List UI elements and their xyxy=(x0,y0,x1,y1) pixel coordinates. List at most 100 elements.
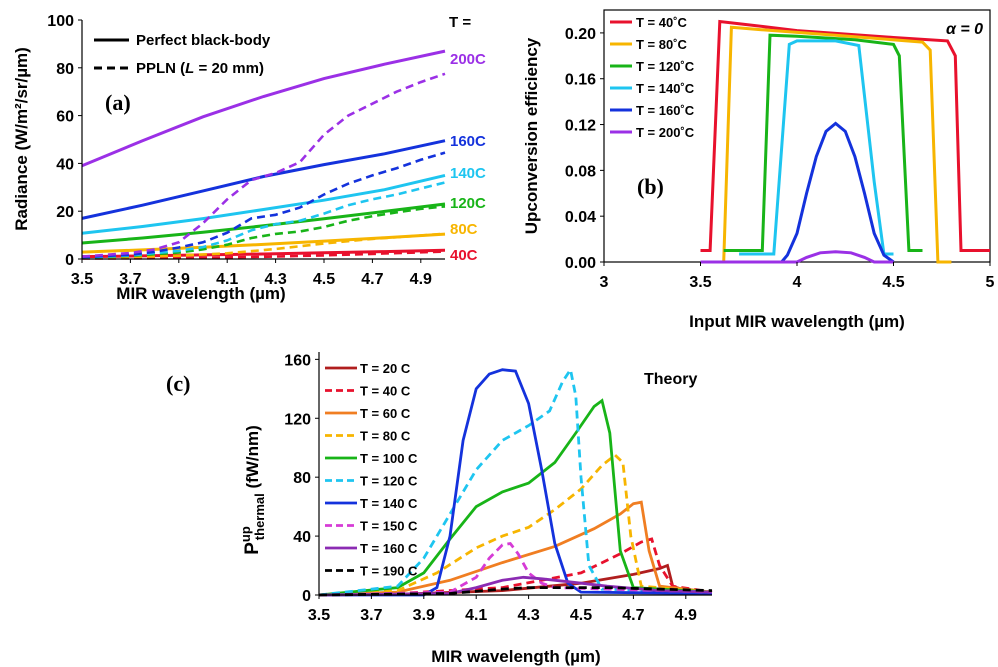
panel-c-line xyxy=(318,541,713,597)
panel-b-line xyxy=(780,121,895,264)
panel-b-label: (b) xyxy=(637,174,664,199)
panel-c-legend-label: T = 40 C xyxy=(360,384,411,399)
panel-a-temp-label-120C: 120C xyxy=(450,195,486,212)
panel-b-x-tick-label: 3 xyxy=(600,274,609,291)
panel-a-line-120C-ppln xyxy=(81,205,446,259)
panel-b-legend: T = 40˚C T = 80˚C T = 120˚C T = 140˚C T = 16… xyxy=(610,15,695,140)
panel-b-legend-label: T = 120˚C xyxy=(636,59,695,74)
panel-a-line-40C-ppln xyxy=(81,250,446,260)
panel-b-y-tick-label: 0.16 xyxy=(565,72,596,89)
panel-c-x-tick-label: 4.1 xyxy=(465,607,487,624)
panel-c-legend-label: T = 120 C xyxy=(360,474,418,489)
panel-b-y-tick-label: 0.20 xyxy=(565,26,596,43)
panel-a-line-160C-ppln xyxy=(81,151,446,259)
panel-b-line xyxy=(739,39,894,256)
panel-a-y-tick-label: 60 xyxy=(56,109,74,126)
panel-c-x-tick-label: 4.5 xyxy=(570,607,592,624)
panel-c-legend-label: T = 20 C xyxy=(360,361,411,376)
panel-a: 3.5 3.7 3.9 4.1 4.3 4.5 4.7 4.9 0 20 40 60 80 100 (a)… xyxy=(12,13,486,303)
panel-a-x-tick-label: 3.5 xyxy=(71,271,93,288)
panel-b-legend-label: T = 160˚C xyxy=(636,103,695,118)
panel-c-legend-label: T = 80 C xyxy=(360,429,411,444)
panel-a-label: (a) xyxy=(105,90,131,115)
panel-c-legend-label: T = 160 C xyxy=(360,541,418,556)
panel-c-line xyxy=(318,398,713,597)
panel-b-legend-label: T = 140˚C xyxy=(636,81,695,96)
panel-c-legend: T = 20 C T = 40 C T = 60 C T = 80 C T = 100 … xyxy=(325,361,418,579)
panel-c-x-tick-label: 3.7 xyxy=(360,607,382,624)
panel-c-x-axis-label: MIR wavelength (µm) xyxy=(431,647,600,666)
legend-solid-label: Perfect black-body xyxy=(136,32,271,49)
panel-b-x-tick-label: 4 xyxy=(793,274,802,291)
panel-a-temp-label-160C: 160C xyxy=(450,133,486,150)
panel-b-alpha-annotation: α = 0 xyxy=(946,21,983,38)
panel-a-x-tick-label: 4.9 xyxy=(410,271,432,288)
panel-a-series xyxy=(81,49,446,260)
panel-b-y-tick-label: 0.08 xyxy=(565,163,596,180)
panel-b-line xyxy=(723,33,923,252)
panel-a-y-tick-label: 0 xyxy=(65,252,74,269)
panel-a-y-tick-label: 40 xyxy=(56,156,74,173)
panel-a-line-200C-blackbody xyxy=(81,49,446,168)
panel-c-legend-label: T = 190 C xyxy=(360,564,418,579)
panel-c-legend-label: T = 100 C xyxy=(360,451,418,466)
panel-a-x-tick-label: 3.9 xyxy=(168,271,190,288)
panel-a-x-tick-label: 3.7 xyxy=(119,271,141,288)
panel-c-line xyxy=(318,366,713,597)
panel-b-legend-label: T = 40˚C xyxy=(636,15,688,30)
panel-a-line-140C-ppln xyxy=(81,181,446,259)
panel-c-x-tick-label: 4.3 xyxy=(517,607,539,624)
panel-c-series xyxy=(318,366,713,597)
panel-a-temperature-header: T = xyxy=(449,14,471,31)
panel-b-x-axis-label: Input MIR wavelength (µm) xyxy=(689,312,905,331)
panel-b-legend-label: T = 80˚C xyxy=(636,37,688,52)
panel-b-line xyxy=(700,250,894,264)
panel-b-x-tick-label: 5 xyxy=(986,274,995,291)
panel-c-line xyxy=(318,453,713,597)
panel-c-y-tick-label: 40 xyxy=(293,529,311,546)
panel-c-x-tick-label: 3.9 xyxy=(413,607,435,624)
panel-c-y-tick-label: 120 xyxy=(284,411,311,428)
panel-c-y-tick-label: 0 xyxy=(302,588,311,605)
panel-b: 3 3.5 4 4.5 5 0.00 0.04 0.08 0.12 0.16 0.20 (b) α … xyxy=(522,9,995,331)
panel-c-x-tick-label: 4.9 xyxy=(675,607,697,624)
panel-a-x-tick-label: 4.5 xyxy=(313,271,335,288)
panel-c-x-tick-label: 4.7 xyxy=(622,607,644,624)
panel-b-x-tick-label: 4.5 xyxy=(882,274,904,291)
panel-b-line xyxy=(710,25,952,264)
panel-b-y-axis-label: Upconversion efficiency xyxy=(522,37,541,234)
panel-a-line-200C-ppln xyxy=(81,72,446,258)
panel-a-temp-label-80C: 80C xyxy=(450,221,478,238)
panel-a-temp-label-200C: 200C xyxy=(450,51,486,68)
panel-c-annotation: Theory xyxy=(644,371,697,388)
panel-a-x-tick-label: 4.7 xyxy=(361,271,383,288)
panel-a-x-tick-label: 4.1 xyxy=(216,271,238,288)
panel-a-line-40C-blackbody xyxy=(81,248,446,259)
panel-b-y-tick-label: 0.00 xyxy=(565,255,596,272)
panel-a-y-tick-label: 80 xyxy=(56,61,74,78)
panel-a-y-axis-label: Radiance (W/m²/sr/µm) xyxy=(12,47,31,231)
panel-a-temp-label-40C: 40C xyxy=(450,247,478,264)
panel-c-x-tick-label: 3.5 xyxy=(308,607,330,624)
panel-c-legend-label: T = 60 C xyxy=(360,406,411,421)
legend-dashed-label: PPLN (L = 20 mm) xyxy=(136,60,264,77)
panel-c-line xyxy=(318,500,713,597)
panel-a-right-labels: 40C 80C 120C 140C 160C 200C xyxy=(450,51,486,264)
panel-b-series xyxy=(700,19,990,264)
panel-b-y-tick-label: 0.12 xyxy=(565,118,596,135)
panel-a-line-140C-blackbody xyxy=(81,173,446,235)
panel-c-label: (c) xyxy=(166,371,190,396)
panel-a-temp-label-140C: 140C xyxy=(450,165,486,182)
panel-b-legend-label: T = 200˚C xyxy=(636,125,695,140)
panel-c-y-axis-label: Pupthermal (fW/nm) xyxy=(238,425,267,555)
panel-a-line-80C-blackbody xyxy=(81,232,446,254)
panel-b-line xyxy=(700,19,990,252)
panel-a-y-tick-label: 20 xyxy=(56,204,74,221)
panel-c-line xyxy=(318,586,713,597)
panel-a-x-tick-label: 4.3 xyxy=(264,271,286,288)
panel-a-y-tick-label: 100 xyxy=(47,13,74,30)
panel-a-line-120C-blackbody xyxy=(81,202,446,245)
panel-a-x-axis-label: MIR wavelength (µm) xyxy=(116,284,285,303)
